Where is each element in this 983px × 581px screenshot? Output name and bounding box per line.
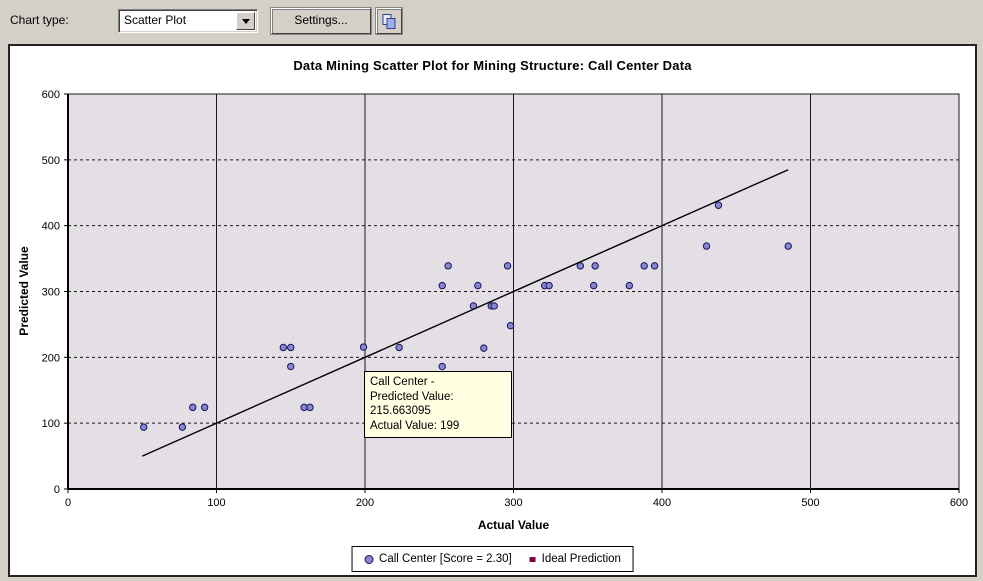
svg-text:600: 600 xyxy=(950,497,968,509)
dropdown-button[interactable] xyxy=(236,12,255,30)
scatter-point-marker-icon xyxy=(364,554,374,564)
tooltip: Call Center - Predicted Value: 215.66309… xyxy=(364,371,512,438)
svg-text:0: 0 xyxy=(54,484,60,496)
y-axis-title: Predicted Value xyxy=(17,246,31,336)
settings-button[interactable]: Settings... xyxy=(271,8,371,34)
chart-type-label: Chart type: xyxy=(10,13,69,27)
chart-type-dropdown[interactable]: Scatter Plot xyxy=(118,9,258,33)
x-axis-title: Actual Value xyxy=(477,518,550,532)
tooltip-series: Call Center - xyxy=(370,376,435,388)
legend-item-ideal-prediction: Ideal Prediction xyxy=(529,553,621,565)
copy-button[interactable] xyxy=(376,8,402,34)
svg-text:300: 300 xyxy=(504,497,522,509)
chevron-down-icon xyxy=(241,18,250,24)
svg-text:200: 200 xyxy=(356,497,374,509)
copy-icon xyxy=(382,14,396,29)
legend-label-call-center: Call Center [Score = 2.30] xyxy=(379,553,512,565)
toolbar: Chart type: Scatter Plot Settings... xyxy=(0,0,983,42)
chart-panel: Data Mining Scatter Plot for Mining Stru… xyxy=(8,44,977,577)
svg-text:0: 0 xyxy=(65,497,71,509)
legend-item-call-center: Call Center [Score = 2.30] xyxy=(364,553,512,565)
ideal-line-marker-icon xyxy=(529,556,536,562)
scatter-plot[interactable]: 0 100 200 300 400 500 600 0 100 200 300 400 500 600 xyxy=(10,46,975,575)
legend: Call Center [Score = 2.30] Ideal Predict… xyxy=(351,546,634,572)
svg-text:600: 600 xyxy=(42,89,60,101)
tooltip-actual: Actual Value: 199 xyxy=(370,419,460,432)
svg-text:500: 500 xyxy=(42,155,60,167)
chart-title: Data Mining Scatter Plot for Mining Stru… xyxy=(293,58,692,73)
svg-text:200: 200 xyxy=(42,352,60,364)
svg-text:400: 400 xyxy=(42,221,60,233)
svg-text:400: 400 xyxy=(653,497,671,509)
svg-text:100: 100 xyxy=(207,497,225,509)
legend-label-ideal-prediction: Ideal Prediction xyxy=(541,553,621,565)
svg-text:100: 100 xyxy=(42,418,60,430)
chart-type-value: Scatter Plot xyxy=(124,13,187,27)
svg-text:300: 300 xyxy=(42,287,60,299)
svg-text:500: 500 xyxy=(801,497,819,509)
tooltip-predicted: Predicted Value: 215.663095 xyxy=(370,390,454,418)
